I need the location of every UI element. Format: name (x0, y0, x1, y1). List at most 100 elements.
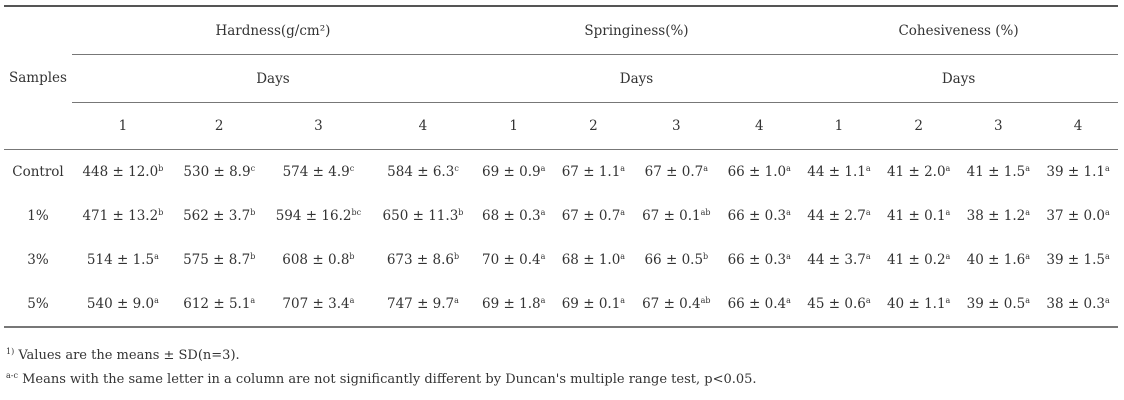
pm: ± (213, 252, 225, 268)
value-cell: 37 ± 0.0a (1038, 194, 1118, 238)
letter: a (945, 164, 951, 173)
mean: 66 (727, 164, 745, 180)
pm: ± (583, 208, 595, 224)
pm: ± (1067, 296, 1080, 312)
letter: ab (700, 208, 711, 217)
footnote-2: a-c Means with the same letter in a colu… (6, 371, 757, 387)
letter: b (250, 208, 256, 217)
mean: 747 (386, 296, 413, 312)
pm: ± (503, 208, 515, 224)
pm: ± (908, 208, 920, 224)
sample-label: Control (4, 149, 72, 194)
pm: ± (988, 164, 1000, 180)
letter: a (1025, 164, 1031, 173)
value-cell: 584 ± 6.3c (372, 149, 474, 194)
letter: a (540, 208, 546, 217)
pm: ± (416, 252, 429, 268)
letter: bc (351, 208, 362, 217)
mean: 67 (642, 208, 660, 224)
mean: 448 (82, 164, 109, 180)
sd: 3.7 (228, 208, 251, 224)
value-cell: 44 ± 3.7a (799, 238, 879, 282)
value-cell: 67 ± 0.7a (633, 149, 720, 194)
mean: 540 (86, 296, 113, 312)
value-cell: 41 ± 0.2a (879, 238, 959, 282)
pm: ± (663, 208, 675, 224)
mean: 41 (886, 208, 905, 224)
letter: a (786, 164, 791, 173)
pm: ± (213, 164, 225, 180)
sd: 8.6 (432, 252, 454, 268)
letter: c (349, 164, 355, 173)
sd: 0.4 (679, 296, 701, 312)
sd: 0.1 (924, 208, 946, 224)
value-cell: 67 ± 0.4ab (633, 282, 720, 328)
value-cell: 69 ± 1.8a (473, 282, 554, 328)
letter: a (1105, 164, 1110, 173)
mean: 66 (644, 252, 662, 268)
mean: 37 (1046, 208, 1064, 224)
letter: a (154, 296, 159, 305)
sd: 6.3 (432, 164, 455, 180)
sd: 0.1 (679, 208, 701, 224)
table-row: 5% 540 ± 9.0a 612 ± 5.1a 707 ± 3.4a 747 ± 9.… (4, 282, 1118, 328)
day-number: 1 (72, 102, 174, 150)
letter: b (158, 208, 164, 217)
sd: 16.2 (321, 208, 352, 224)
footnote-mark: 1) (6, 347, 15, 356)
letter: ab (700, 296, 711, 305)
pm: ± (665, 252, 678, 268)
samples-header: Samples (4, 5, 72, 150)
pm: ± (908, 252, 920, 268)
letter: a (349, 296, 355, 305)
letter: a (1025, 296, 1031, 305)
sd: 1.1 (598, 164, 621, 180)
sd: 5.1 (228, 296, 251, 312)
value-cell: 38 ± 1.2a (959, 194, 1039, 238)
value-cell: 41 ± 2.0a (878, 149, 959, 194)
letter: a (540, 252, 546, 261)
letter: a (865, 208, 871, 217)
sd: 0.7 (681, 164, 704, 180)
pm: ± (583, 164, 595, 180)
value-cell: 612 ± 5.1a (173, 282, 265, 328)
mean: 608 (282, 252, 309, 268)
pm: ± (116, 296, 129, 312)
value-cell: 67 ± 1.1a (553, 149, 634, 194)
sd: 1.5 (132, 252, 155, 268)
mean: 68 (561, 252, 579, 268)
value-cell: 66 ± 0.3a (719, 238, 799, 282)
mean: 594 (275, 208, 302, 224)
group-header: Springiness(%) (473, 5, 800, 55)
day-number: 3 (958, 102, 1039, 150)
sd: 3.4 (328, 296, 350, 312)
sd: 8.9 (229, 164, 251, 180)
value-cell: 66 ± 0.4a (719, 282, 800, 328)
sd: 1.1 (1083, 164, 1105, 180)
pm: ± (663, 296, 675, 312)
mean: 39 (1046, 164, 1064, 180)
pm: ± (828, 252, 841, 268)
letter: b (703, 252, 709, 261)
pm: ± (988, 252, 1000, 268)
sd: 0.8 (327, 252, 350, 268)
letter: a (945, 208, 951, 217)
value-cell: 608 ± 0.8b (265, 238, 372, 282)
sd: 2.7 (844, 208, 866, 224)
letter: a (1025, 252, 1031, 261)
sd: 2.0 (924, 164, 946, 180)
sd: 13.2 (128, 208, 159, 224)
letter: a (1105, 252, 1110, 261)
pm: ± (312, 164, 324, 180)
mean: 574 (282, 164, 309, 180)
letter: a (945, 296, 951, 305)
sd: 1.8 (519, 296, 541, 312)
sd: 0.1 (598, 296, 621, 312)
mean: 66 (727, 296, 745, 312)
sd: 8.7 (228, 252, 251, 268)
pm: ± (503, 252, 515, 268)
letter: a (250, 296, 256, 305)
value-cell: 575 ± 8.7b (174, 238, 265, 282)
day-number: 3 (633, 102, 720, 150)
mean: 575 (183, 252, 209, 268)
